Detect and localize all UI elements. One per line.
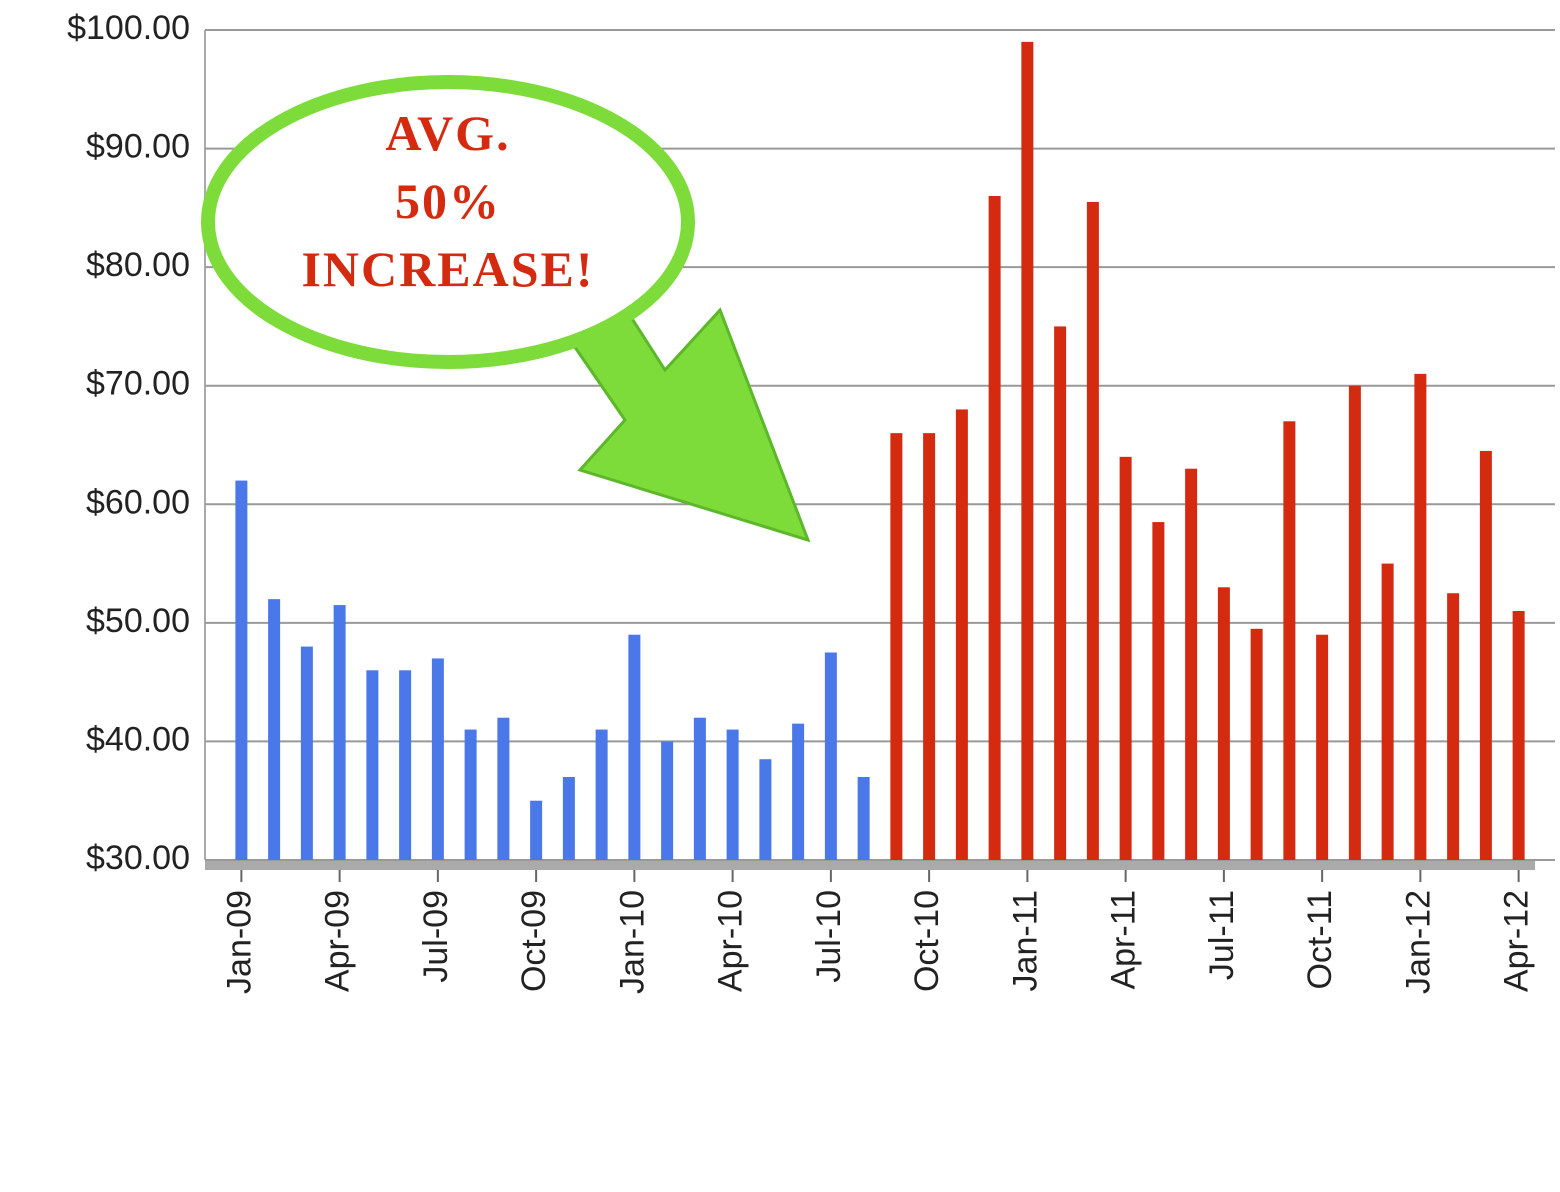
bar <box>955 409 968 860</box>
bar <box>366 670 379 860</box>
bar <box>497 717 510 860</box>
y-tick-label: $80.00 <box>86 246 190 284</box>
bar <box>530 800 543 860</box>
bar <box>1316 634 1329 860</box>
bar <box>1217 587 1230 860</box>
bar <box>1119 456 1132 860</box>
y-tick-label: $100.00 <box>67 9 190 47</box>
bar <box>1021 41 1034 861</box>
y-tick-label: $50.00 <box>86 602 190 640</box>
bar <box>693 717 706 860</box>
bar <box>235 480 248 860</box>
y-tick-label: $40.00 <box>86 720 190 758</box>
x-tick-label: Oct-09 <box>515 890 553 992</box>
x-tick-label: Jul-10 <box>810 890 848 983</box>
bar <box>1479 450 1492 860</box>
bar <box>1447 593 1460 860</box>
x-tick-label: Oct-10 <box>908 890 946 992</box>
bar <box>857 777 870 860</box>
bar <box>1185 468 1198 860</box>
x-tick-label: Jan-10 <box>613 890 651 994</box>
bar <box>1381 563 1394 860</box>
bar <box>1512 611 1525 860</box>
annotation-line: 50% <box>395 173 501 229</box>
callout-ellipse <box>201 75 695 369</box>
x-tick-label: Oct-11 <box>1301 890 1339 990</box>
x-tick-label: Apr-12 <box>1498 890 1536 992</box>
bar <box>923 433 936 860</box>
x-tick-label: Apr-10 <box>712 890 750 992</box>
bar <box>1152 522 1165 860</box>
bar <box>726 729 739 860</box>
bar <box>595 729 608 860</box>
bar <box>300 646 313 860</box>
callout: AVG. 50% INCREASE! <box>201 75 811 543</box>
bar <box>824 652 837 860</box>
annotation-line: INCREASE! <box>301 241 594 297</box>
annotation-line: AVG. <box>385 105 510 161</box>
y-tick-label: $60.00 <box>86 483 190 521</box>
y-tick-label: $90.00 <box>86 128 190 166</box>
bar <box>1348 385 1361 860</box>
bar <box>333 605 346 860</box>
x-tick-label: Jul-11 <box>1203 890 1241 980</box>
x-tick-label: Apr-09 <box>319 890 357 992</box>
bar <box>1414 373 1427 860</box>
bar <box>431 658 444 860</box>
x-tick-label: Jan-11 <box>1006 890 1044 991</box>
bar <box>1250 628 1263 860</box>
bar <box>1054 326 1067 860</box>
bar <box>399 670 412 860</box>
bar <box>628 634 641 860</box>
x-tick-label: Jan-09 <box>220 890 258 994</box>
bar <box>268 599 281 860</box>
bar <box>562 777 575 860</box>
bar <box>1283 421 1296 860</box>
bar <box>890 433 903 860</box>
bar <box>1086 201 1099 860</box>
x-tick-label: Jan-12 <box>1399 890 1437 994</box>
bar <box>759 759 772 860</box>
bar <box>464 729 477 860</box>
y-tick-label: $70.00 <box>86 365 190 403</box>
bar <box>792 723 805 860</box>
bar <box>661 741 674 860</box>
bar <box>988 196 1001 860</box>
plot-area <box>204 29 1555 882</box>
x-tick-label: Apr-11 <box>1105 890 1143 990</box>
x-tick-label: Jul-09 <box>417 890 455 983</box>
floor <box>205 860 1535 870</box>
y-tick-label: $30.00 <box>86 839 190 877</box>
